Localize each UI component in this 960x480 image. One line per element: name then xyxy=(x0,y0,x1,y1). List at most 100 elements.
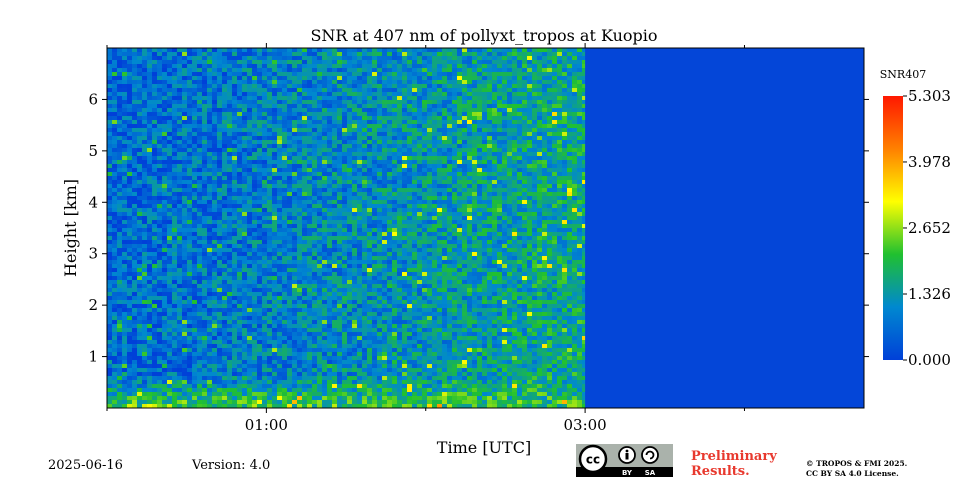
heatmap-cell xyxy=(207,236,212,240)
heatmap-cell xyxy=(352,188,357,192)
heatmap-cell xyxy=(192,400,197,404)
heatmap-cell xyxy=(317,200,322,204)
heatmap-cell xyxy=(227,188,232,192)
heatmap-cell xyxy=(232,212,237,216)
heatmap-cell xyxy=(317,120,322,124)
heatmap-cell xyxy=(162,260,167,264)
heatmap-cell xyxy=(167,96,172,100)
heatmap-cell xyxy=(112,60,117,64)
heatmap-cell xyxy=(157,156,162,160)
heatmap-cell xyxy=(302,60,307,64)
heatmap-cell xyxy=(257,220,262,224)
heatmap-cell xyxy=(172,216,177,220)
heatmap-cell xyxy=(217,156,222,160)
heatmap-cell xyxy=(377,168,382,172)
heatmap-cell xyxy=(197,196,202,200)
heatmap-cell xyxy=(162,196,167,200)
heatmap-cell xyxy=(142,144,147,148)
heatmap-cell xyxy=(192,88,197,92)
heatmap-cell xyxy=(342,144,347,148)
heatmap-cell xyxy=(362,332,367,336)
heatmap-cell xyxy=(172,208,177,212)
heatmap-cell xyxy=(202,336,207,340)
heatmap-cell xyxy=(282,352,287,356)
heatmap-cell xyxy=(372,384,377,388)
heatmap-cell xyxy=(167,64,172,68)
heatmap-cell xyxy=(167,324,172,328)
heatmap-cell xyxy=(317,244,322,248)
heatmap-cell xyxy=(322,60,327,64)
heatmap-cell xyxy=(232,404,237,408)
heatmap-cell xyxy=(202,364,207,368)
heatmap-cell xyxy=(262,380,267,384)
heatmap-cell xyxy=(202,56,207,60)
heatmap-cell xyxy=(362,284,367,288)
heatmap-cell xyxy=(332,212,337,216)
heatmap-cell xyxy=(242,296,247,300)
heatmap-cell xyxy=(252,52,257,56)
heatmap-cell xyxy=(192,252,197,256)
heatmap-cell xyxy=(137,52,142,56)
heatmap-cell xyxy=(232,336,237,340)
heatmap-cell xyxy=(307,164,312,168)
heatmap-cell xyxy=(127,76,132,80)
heatmap-cell xyxy=(277,132,282,136)
heatmap-cell xyxy=(272,264,277,268)
heatmap-cell xyxy=(257,76,262,80)
heatmap-cell xyxy=(262,356,267,360)
heatmap-cell xyxy=(277,60,282,64)
heatmap-cell xyxy=(137,288,142,292)
heatmap-cell xyxy=(327,184,332,188)
heatmap-cell xyxy=(317,264,322,268)
heatmap-cell xyxy=(132,260,137,264)
heatmap-cell xyxy=(287,252,292,256)
heatmap-cell xyxy=(312,140,317,144)
heatmap-cell xyxy=(292,192,297,196)
heatmap-cell xyxy=(237,328,242,332)
heatmap-cell xyxy=(192,140,197,144)
heatmap-cell xyxy=(297,52,302,56)
heatmap-cell xyxy=(202,360,207,364)
heatmap-cell xyxy=(167,108,172,112)
heatmap-cell xyxy=(227,148,232,152)
heatmap-cell xyxy=(107,364,112,368)
heatmap-cell xyxy=(227,72,232,76)
heatmap-cell xyxy=(222,216,227,220)
heatmap-cell xyxy=(217,60,222,64)
heatmap-cell xyxy=(247,216,252,220)
heatmap-cell xyxy=(147,124,152,128)
heatmap-cell xyxy=(192,368,197,372)
heatmap-cell xyxy=(132,204,137,208)
heatmap-cell xyxy=(182,332,187,336)
heatmap-cell xyxy=(187,112,192,116)
heatmap-cell xyxy=(292,368,297,372)
heatmap-cell xyxy=(337,296,342,300)
heatmap-cell xyxy=(357,328,362,332)
heatmap-cell xyxy=(132,360,137,364)
heatmap-cell xyxy=(262,52,267,56)
heatmap-cell xyxy=(182,108,187,112)
heatmap-cell xyxy=(222,228,227,232)
heatmap-cell xyxy=(382,168,387,172)
heatmap-cell xyxy=(322,340,327,344)
heatmap-cell xyxy=(182,228,187,232)
heatmap-cell xyxy=(117,232,122,236)
heatmap-cell xyxy=(127,180,132,184)
heatmap-cell xyxy=(287,56,292,60)
chart-title: SNR at 407 nm of pollyxt_tropos at Kuopi… xyxy=(310,26,657,45)
heatmap-cell xyxy=(312,120,317,124)
heatmap-cell xyxy=(172,192,177,196)
heatmap-cell xyxy=(327,196,332,200)
heatmap-cell xyxy=(337,336,342,340)
heatmap-cell xyxy=(227,308,232,312)
heatmap-cell xyxy=(367,200,372,204)
heatmap-cell xyxy=(182,400,187,404)
heatmap-cell xyxy=(157,248,162,252)
heatmap-cell xyxy=(237,236,242,240)
heatmap-cell xyxy=(127,288,132,292)
heatmap-cell xyxy=(202,388,207,392)
heatmap-cell xyxy=(262,252,267,256)
heatmap-cell xyxy=(337,172,342,176)
heatmap-cell xyxy=(317,76,322,80)
heatmap-cell xyxy=(142,104,147,108)
